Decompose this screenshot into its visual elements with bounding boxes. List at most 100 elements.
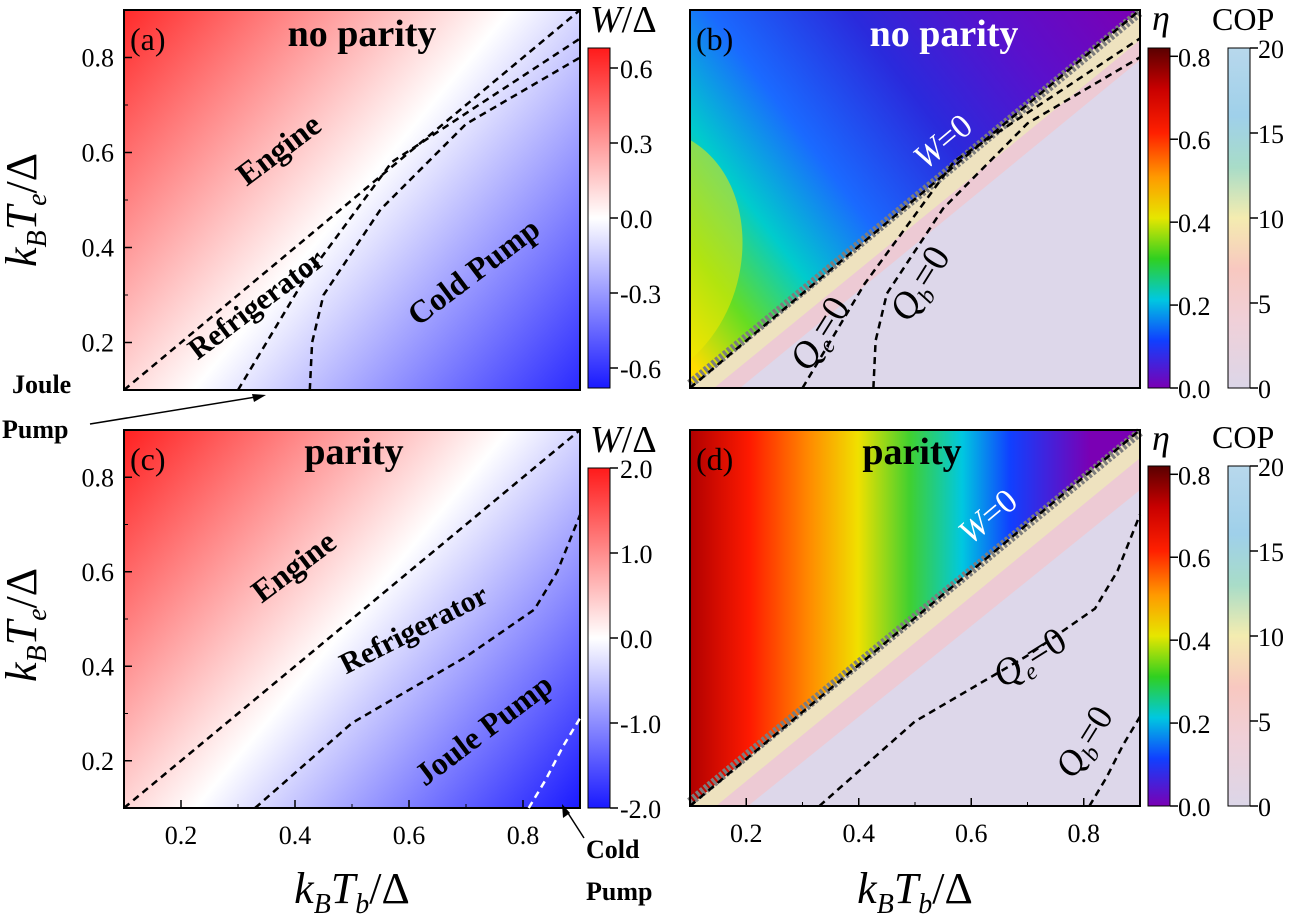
xlabel-c-rest: /Δ <box>369 864 410 913</box>
colorbar-w-c-label-w: W <box>590 419 625 461</box>
annot-cold-pump-arrow <box>565 809 585 839</box>
colorbar-eta-b-ticks: 0.8 0.6 0.4 0.2 0.0 <box>1170 43 1211 404</box>
colorbar-tick-label: 5 <box>1258 290 1271 319</box>
boundary-qeeq0 <box>801 37 1141 389</box>
colorbar-cop-b-label: COP <box>1212 1 1274 37</box>
colorbar-w-a: W/Δ 0.6 0.3 0.0 -0.3 -0.6 <box>587 0 661 389</box>
boundary-qbeq0 <box>872 56 1141 389</box>
colorbar-tick-label: 0 <box>1258 793 1271 822</box>
panel-a-yticks: 0.2 0.4 0.6 0.8 <box>82 9 132 391</box>
colorbar-tick-label: 1.0 <box>620 540 653 569</box>
xlabel-d-t: T <box>894 864 922 913</box>
boundary-weq0 <box>689 9 1141 389</box>
colorbar-tick-label: 0.8 <box>1178 43 1211 72</box>
ytick-label: 0.6 <box>82 558 115 587</box>
ytick-label: 0.2 <box>82 329 115 358</box>
colorbar-tick-label: 0.2 <box>1178 292 1211 321</box>
boundary-qeeq0 <box>254 514 582 809</box>
colorbar-eta-d-bar <box>1147 465 1171 807</box>
colorbar-tick-label: 0.4 <box>1178 209 1211 238</box>
colorbar-w-c-ticks: 2.0 1.0 0.0 -1.0 -2.0 <box>610 455 661 824</box>
xtick-label: 0.6 <box>955 819 988 848</box>
ylabel-bottom-b: B <box>22 645 53 662</box>
colorbar-eta-b: η 0.8 0.6 0.4 0.2 0.0 <box>1147 0 1211 404</box>
panel-b-boundaries <box>689 9 1141 389</box>
panel-b-frame <box>689 9 1141 389</box>
panel-c-boundaries <box>123 429 582 809</box>
annot-joule-pump-arrow <box>89 395 263 425</box>
xlabel-c-sub: b <box>355 889 369 920</box>
xlabel-d: kBTb/Δ <box>857 864 973 920</box>
panel-b-eta-core <box>690 140 743 360</box>
boundary-weq0 <box>123 9 581 391</box>
colorbar-eta-b-label: η <box>1152 0 1170 38</box>
colorbar-w-a-label-w: W <box>590 0 625 41</box>
xlabel-d-b: B <box>877 889 894 920</box>
panel-a: (a) no parity Engine Refrigerator Cold P… <box>82 9 581 391</box>
annot-joule: Joule <box>12 370 71 399</box>
ytick-label: 0.8 <box>82 463 115 492</box>
colorbar-tick-label: 0.6 <box>1178 544 1211 573</box>
panel-c-yticks: 0.2 0.4 0.6 0.8 <box>82 429 132 809</box>
xtick-label: 0.4 <box>843 819 876 848</box>
colorbar-w-a-label: W/Δ <box>590 0 657 41</box>
colorbar-tick-label: 0.2 <box>1178 710 1211 739</box>
colorbar-eta-d: η 0.8 0.6 0.4 0.2 0.0 <box>1147 418 1211 822</box>
annot-cold-pump-arrowhead <box>562 804 570 818</box>
colorbar-tick-label: -0.3 <box>620 280 661 309</box>
panel-c-xticks: 0.2 0.4 0.6 0.8 <box>123 800 581 850</box>
colorbar-tick-label: 15 <box>1258 120 1284 149</box>
xlabel-c-k: k <box>294 864 315 913</box>
panel-b-label: (b) <box>696 21 733 57</box>
ytick-label: 0.4 <box>82 234 115 263</box>
xlabel-d-k: k <box>857 864 878 913</box>
colorbar-tick-label: 20 <box>1258 35 1284 64</box>
colorbar-tick-label: -1.0 <box>620 710 661 739</box>
colorbar-tick-label: 0.0 <box>620 205 653 234</box>
annot-joule-pump-arrowhead <box>252 394 266 402</box>
colorbar-tick-label: 0.0 <box>1178 375 1211 404</box>
panel-d: (d) parity W=0 Qe=0 Qb=0 0.2 0.4 0.6 0.8 <box>687 428 1143 848</box>
panel-a-title: no parity <box>288 13 437 55</box>
colorbar-w-c: W/Δ 2.0 1.0 0.0 -1.0 -2.0 <box>587 419 661 824</box>
colorbar-cop-d: COP 20 15 10 5 0 <box>1212 419 1284 822</box>
colorbar-w-c-label: W/Δ <box>590 419 657 461</box>
xlabel-d-rest: /Δ <box>932 864 973 913</box>
colorbar-cop-d-bar <box>1227 465 1251 807</box>
panel-a-label: (a) <box>130 21 166 57</box>
colorbar-cop-b-ticks: 20 15 10 5 0 <box>1250 35 1284 404</box>
ylabel-bottom-e: e <box>22 608 53 620</box>
colorbar-cop-d-label: COP <box>1212 419 1274 455</box>
colorbar-cop-b: COP 20 15 10 5 0 <box>1212 1 1284 404</box>
colorbar-tick-label: 10 <box>1258 205 1284 234</box>
colorbar-tick-label: 2.0 <box>620 455 653 484</box>
ylabel-top-k: k <box>0 246 46 267</box>
colorbar-tick-label: 0.0 <box>1178 793 1211 822</box>
xtick-label: 0.8 <box>507 821 540 850</box>
colorbar-w-a-ticks: 0.6 0.3 0.0 -0.3 -0.6 <box>610 55 661 384</box>
colorbar-w-a-bar <box>587 47 611 389</box>
xtick-label: 0.2 <box>730 819 763 848</box>
colorbar-tick-label: 0 <box>1258 375 1271 404</box>
panel-c-title: parity <box>304 431 403 473</box>
ytick-label: 0.6 <box>82 139 115 168</box>
ylabel-bottom-rest: /Δ <box>0 568 46 609</box>
panel-b: (b) no parity W=0 Qe=0 Qb=0 <box>687 8 1143 389</box>
colorbar-tick-label: 0.8 <box>1178 461 1211 490</box>
colorbar-w-c-bar <box>587 467 611 809</box>
annot-pump: Pump <box>2 415 68 444</box>
ylabel-top-e: e <box>22 193 53 205</box>
panel-b-title: no parity <box>870 13 1019 55</box>
annot-cold: Cold <box>586 835 640 864</box>
xtick-label: 0.4 <box>279 821 312 850</box>
boundary-qbeq0 <box>308 56 581 391</box>
ylabel-top-t: T <box>0 202 46 230</box>
colorbar-tick-label: 15 <box>1258 538 1284 567</box>
boundary-qbeq0 <box>527 717 582 809</box>
ytick-label: 0.2 <box>82 747 115 776</box>
colorbar-cop-b-bar <box>1227 47 1251 389</box>
ytick-label: 0.4 <box>82 652 115 681</box>
colorbar-tick-label: 10 <box>1258 623 1284 652</box>
xlabel-d-sub: b <box>918 889 932 920</box>
colorbar-cop-d-ticks: 20 15 10 5 0 <box>1250 453 1284 822</box>
